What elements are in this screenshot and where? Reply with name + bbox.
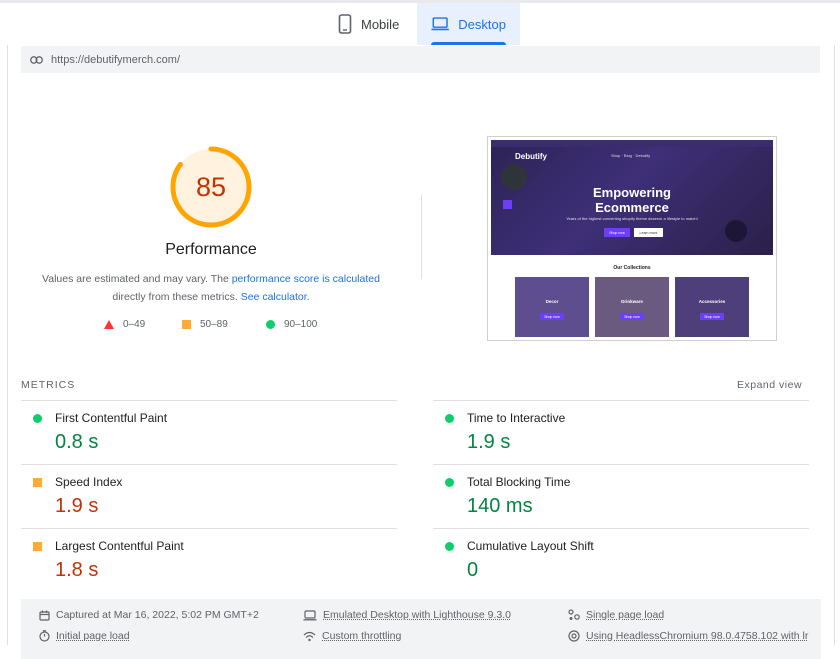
laptop-icon [431,16,449,32]
thumb-headline-2: Ecommerce [595,200,669,215]
legend-pass-label: 90–100 [284,319,317,330]
browser-text: Using HeadlessChromium 98.0.4758.102 wit… [586,630,808,642]
thumb-collection-card: Drinkware Shop now [595,277,669,337]
thumb-nav: Shop · Blog · Debutify [611,153,650,158]
performance-gauge: 85 [168,144,254,230]
thumb-collections-title: Our Collections [488,265,776,271]
nodes-icon [568,609,580,621]
thumb-side-badge [503,200,512,209]
performance-score-link[interactable]: performance score is calculated [232,273,380,285]
metric-value: 1.8 s [55,559,98,582]
link-icon [30,56,43,64]
thumb-collection-label: Drinkware [595,299,669,304]
thumb-collection-button: Shop now [700,313,724,320]
metric-name: Speed Index [55,475,122,489]
circle-icon [266,320,275,329]
thumb-headline-1: Empowering [593,185,671,200]
tab-mobile[interactable]: Mobile [324,3,416,45]
legend-average: 50–89 [182,319,228,330]
initial-load-info: Initial page load [39,630,130,642]
emulated-text: Emulated Desktop with Lighthouse 9.3.0 [323,609,511,621]
metric-name: First Contentful Paint [55,411,167,425]
thumb-hero: Debutify Shop · Blog · Debutify Empoweri… [491,140,773,255]
thumb-collection-label: Decor [515,299,589,304]
legend-pass: 90–100 [266,319,317,330]
square-icon [33,478,42,487]
metric-name: Time to Interactive [467,411,565,425]
metric-item: Time to Interactive 1.9 s [433,400,809,464]
captured-text: Captured at Mar 16, 2022, 5:02 PM GMT+2 [56,609,259,621]
square-icon [182,320,191,329]
thumb-logo: Debutify [515,152,547,161]
metric-value: 0.8 s [55,431,98,454]
tab-desktop-label: Desktop [458,17,506,32]
final-screenshot: Debutify Shop · Blog · Debutify Empoweri… [487,136,777,341]
thumb-collection-button: Shop now [540,313,564,320]
report-card: https://debutifymerch.com/ 85 Performanc… [7,45,835,645]
url-text: https://debutifymerch.com/ [51,54,180,66]
metric-value: 1.9 s [467,431,510,454]
metrics-heading: METRICS [21,379,75,391]
thumb-shop-button: Shop now [604,228,630,237]
legend-fail-label: 0–49 [123,319,145,330]
circle-icon [445,542,454,551]
metric-value: 0 [467,559,478,582]
desc-suffix: . [307,291,310,303]
legend-average-label: 50–89 [200,319,228,330]
metric-item: Largest Contentful Paint 1.8 s [21,528,397,592]
circle-icon [445,478,454,487]
device-tabs: Mobile Desktop [0,3,840,45]
run-info-footer: Captured at Mar 16, 2022, 5:02 PM GMT+2 … [21,599,821,659]
metric-name: Largest Contentful Paint [55,539,184,553]
chromium-icon [568,630,580,642]
captured-info: Captured at Mar 16, 2022, 5:02 PM GMT+2 [39,609,259,621]
metric-item: Total Blocking Time 140 ms [433,464,809,528]
thumb-cup [725,220,747,242]
expand-view-toggle[interactable]: Expand view [737,379,802,391]
triangle-icon [104,320,114,329]
circle-icon [33,414,42,423]
tab-desktop[interactable]: Desktop [417,3,520,45]
metric-name: Cumulative Layout Shift [467,539,594,553]
timer-icon [39,630,50,642]
metric-item: Cumulative Layout Shift 0 [433,528,809,592]
emulated-info[interactable]: Emulated Desktop with Lighthouse 9.3.0 [303,609,511,621]
square-icon [33,542,42,551]
metric-item: Speed Index 1.9 s [21,464,397,528]
thumb-collection-card: Decor Shop now [515,277,589,337]
thumb-topbar [491,140,773,147]
throttling-text: Custom throttling [322,630,401,642]
laptop-icon [303,610,317,621]
vertical-divider [421,195,422,279]
desc-prefix: Values are estimated and may vary. The [42,273,232,285]
performance-description: Values are estimated and may vary. The p… [31,270,391,306]
tab-mobile-label: Mobile [361,17,399,32]
metric-name: Total Blocking Time [467,475,570,489]
calendar-icon [39,610,50,621]
thumb-collection-button: Shop now [620,313,644,320]
initial-load-text: Initial page load [56,630,130,642]
desc-mid: directly from these metrics. [112,291,240,303]
single-page-text: Single page load [586,609,664,621]
thumb-collection-label: Accessories [675,299,749,304]
performance-title: Performance [111,241,311,259]
smartphone-icon [338,14,352,34]
thumb-learn-button: Learn more [634,228,663,237]
metric-value: 1.9 s [55,495,98,518]
legend-fail: 0–49 [104,319,145,330]
browser-info[interactable]: Using HeadlessChromium 98.0.4758.102 wit… [568,630,808,642]
metric-value: 140 ms [467,495,533,518]
url-bar: https://debutifymerch.com/ [21,46,820,73]
performance-score: 85 [168,144,254,230]
circle-icon [445,414,454,423]
throttling-info[interactable]: Custom throttling [303,630,401,642]
thumb-headline: Empowering Ecommerce [491,185,773,215]
single-page-info[interactable]: Single page load [568,609,664,621]
calculator-link[interactable]: See calculator [241,291,307,303]
metric-item: First Contentful Paint 0.8 s [21,400,397,464]
thumb-collection-card: Accessories Shop now [675,277,749,337]
